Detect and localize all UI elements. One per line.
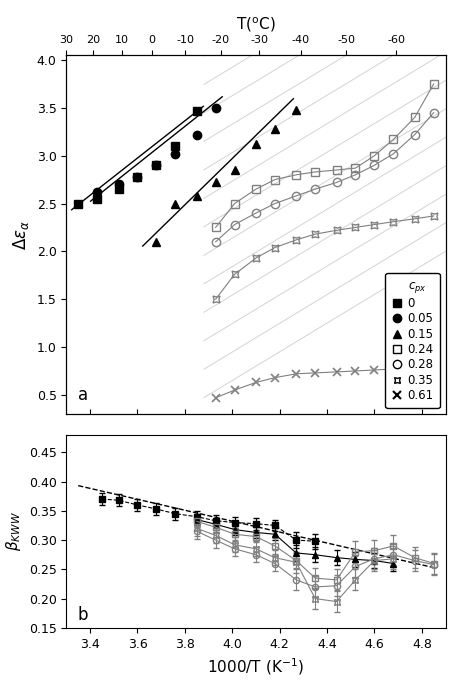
Text: a: a [78,386,88,404]
Text: b: b [78,607,88,624]
Y-axis label: $\beta_{KWW}$: $\beta_{KWW}$ [4,511,23,551]
Y-axis label: $\Delta\varepsilon_\alpha$: $\Delta\varepsilon_\alpha$ [11,219,31,250]
X-axis label: T($\mathregular{^o}$C): T($\mathregular{^o}$C) [236,16,276,34]
Legend: $c_{px}$, 0, 0.05, 0.15, 0.24, 0.28, 0.35, 0.61: $c_{px}$, 0, 0.05, 0.15, 0.24, 0.28, 0.3… [385,273,440,408]
X-axis label: 1000/T (K$^{-1}$): 1000/T (K$^{-1}$) [208,656,304,677]
